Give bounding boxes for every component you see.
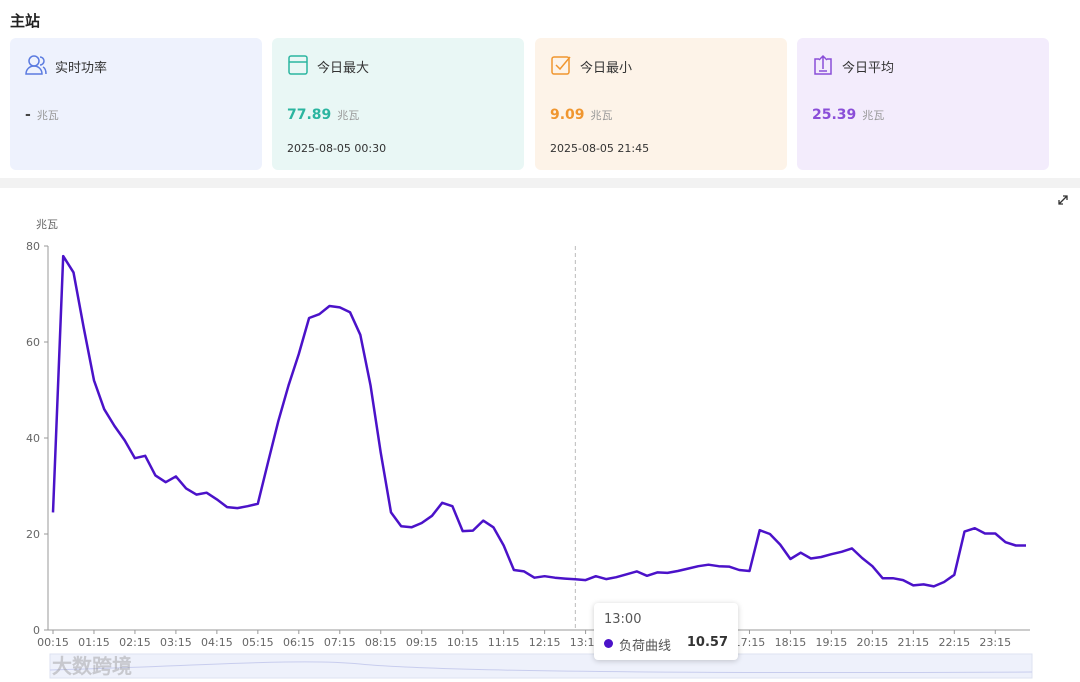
tooltip: 13:00 负荷曲线 10.57 — [594, 603, 738, 660]
y-tick-label: 40 — [26, 432, 40, 445]
x-tick-label: 10:15 — [447, 636, 479, 649]
x-tick-label: 18:15 — [775, 636, 807, 649]
card-value: 9.09 — [550, 107, 585, 123]
tooltip-series: 负荷曲线 — [619, 639, 672, 654]
tooltip-value: 10.57 — [686, 635, 728, 650]
card-value: - — [25, 107, 31, 123]
icon — [551, 56, 571, 75]
card-value: 25.39 — [812, 107, 857, 123]
x-tick-label: 06:15 — [283, 636, 315, 649]
y-tick-label: 20 — [26, 528, 40, 541]
x-tick-label: 23:15 — [979, 636, 1011, 649]
x-tick-label: 02:15 — [119, 636, 151, 649]
data-zoom[interactable] — [49, 653, 1033, 679]
icon — [814, 54, 832, 75]
card-time: 2025-08-05 21:45 — [550, 142, 650, 155]
card-unit: 兆瓦 — [36, 109, 59, 122]
card: 今日平均 25.39 兆瓦 — [797, 38, 1049, 170]
tooltip-marker — [604, 639, 613, 648]
card-title: 今日平均 — [842, 61, 895, 76]
card-title: 今日最小 — [580, 61, 633, 76]
card-value: 77.89 — [287, 107, 332, 123]
x-tick-label: 00:15 — [37, 636, 69, 649]
page-title: 主站 — [10, 12, 41, 30]
card-unit: 兆瓦 — [590, 109, 613, 122]
x-tick-label: 05:15 — [242, 636, 274, 649]
x-tick-label: 07:15 — [324, 636, 356, 649]
x-tick-label: 22:15 — [938, 636, 970, 649]
x-tick-label: 21:15 — [897, 636, 929, 649]
x-tick-label: 09:15 — [406, 636, 438, 649]
card-unit: 兆瓦 — [337, 109, 360, 122]
data-zoom-preview — [49, 661, 1033, 674]
tooltip-title: 13:00 — [604, 612, 642, 627]
card: 实时功率 - 兆瓦 — [10, 38, 262, 170]
card-title: 实时功率 — [55, 61, 108, 76]
x-tick-label: 03:15 — [160, 636, 192, 649]
x-tick-label: 01:15 — [78, 636, 110, 649]
x-tick-label: 13:15 — [570, 636, 602, 649]
x-tick-label: 19:15 — [816, 636, 848, 649]
y-axis-label: 兆瓦 — [36, 218, 58, 231]
card-unit: 兆瓦 — [862, 109, 885, 122]
divider — [0, 178, 1080, 188]
card: 今日最大 77.89 兆瓦 2025-08-05 00:30 — [272, 38, 524, 170]
y-tick-label: 60 — [26, 336, 40, 349]
expand-button[interactable] — [1058, 195, 1068, 205]
watermark: 大数跨境 — [52, 654, 132, 678]
series-line — [51, 254, 1026, 588]
icon — [25, 55, 47, 75]
card-title: 今日最大 — [317, 61, 370, 76]
x-tick-label: 11:15 — [488, 636, 520, 649]
x-tick-label: 08:15 — [365, 636, 397, 649]
y-tick-label: 80 — [26, 240, 40, 253]
x-tick-label: 12:15 — [529, 636, 561, 649]
x-tick-label: 17:15 — [734, 636, 766, 649]
card: 今日最小 9.09 兆瓦 2025-08-05 21:45 — [535, 38, 787, 170]
x-tick-label: 04:15 — [201, 636, 233, 649]
card-time: 2025-08-05 00:30 — [287, 142, 387, 155]
y-tick-label: 0 — [33, 624, 40, 637]
x-tick-label: 20:15 — [857, 636, 889, 649]
icon — [288, 55, 308, 75]
chart: 兆瓦 0 20 40 60 80 00:15 01:15 02:15 03:15 04:15 05:1… — [26, 195, 1068, 679]
